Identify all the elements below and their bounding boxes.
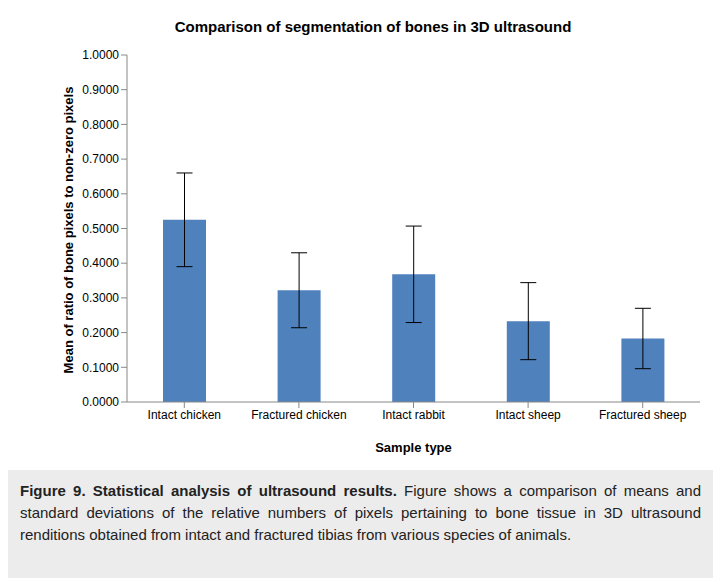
html-text:Sample type: Sample type (375, 440, 452, 455)
svg-text:Fractured chicken: Fractured chicken (251, 408, 346, 422)
svg-text:Intact sheep: Intact sheep (495, 408, 561, 422)
html-text:Comparison of segmentation of: Comparison of segmentation of bones in 3… (174, 18, 572, 35)
html-text:Figure 9. Statistical analysis: Figure 9. Statistical analysis of ultras… (20, 482, 397, 499)
html-text:Mean of ratio of bone pixels t: Mean of ratio of bone pixels to non-zero… (60, 86, 76, 374)
svg-text:1.0000: 1.0000 (82, 48, 119, 62)
svg-text:0.2000: 0.2000 (82, 326, 119, 340)
svg-text:0.5000: 0.5000 (82, 222, 119, 236)
svg-text:0.7000: 0.7000 (82, 152, 119, 166)
svg-text:0.6000: 0.6000 (82, 187, 119, 201)
svg-text:0.8000: 0.8000 (82, 118, 119, 132)
svg-text:0.4000: 0.4000 (82, 256, 119, 270)
svg-text:0.1000: 0.1000 (82, 361, 119, 375)
html-text:Figure shows a comparison of m: Figure shows a comparison of means and s… (20, 482, 701, 543)
svg-text:0.9000: 0.9000 (82, 83, 119, 97)
svg-text:0.0000: 0.0000 (82, 395, 119, 409)
svg-text:Fractured sheep: Fractured sheep (599, 408, 687, 422)
svg-text:0.3000: 0.3000 (82, 291, 119, 305)
svg-text:Intact rabbit: Intact rabbit (382, 408, 445, 422)
svg-text:Intact chicken: Intact chicken (148, 408, 221, 422)
